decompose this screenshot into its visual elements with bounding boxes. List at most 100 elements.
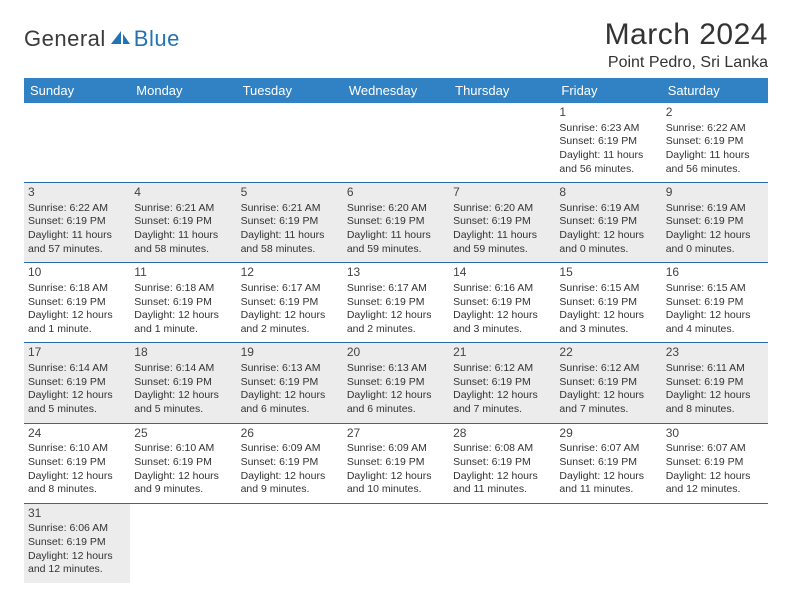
sunrise-line: Sunrise: 6:15 AM [666, 282, 764, 296]
top-row: General Blue March 2024 Point Pedro, Sri… [24, 18, 768, 72]
day-number: 29 [559, 426, 657, 442]
empty-cell [449, 503, 555, 583]
weekday-header: Sunday [24, 78, 130, 103]
sunrise-line: Sunrise: 6:22 AM [666, 122, 764, 136]
daylight-line: Daylight: 12 hours and 2 minutes. [347, 309, 445, 336]
calendar-row: 17Sunrise: 6:14 AMSunset: 6:19 PMDayligh… [24, 343, 768, 423]
sunrise-line: Sunrise: 6:16 AM [453, 282, 551, 296]
empty-cell [237, 103, 343, 183]
sunset-line: Sunset: 6:19 PM [453, 376, 551, 390]
daylight-line: Daylight: 11 hours and 56 minutes. [666, 149, 764, 176]
sunset-line: Sunset: 6:19 PM [559, 215, 657, 229]
day-cell: 7Sunrise: 6:20 AMSunset: 6:19 PMDaylight… [449, 183, 555, 263]
sunrise-line: Sunrise: 6:06 AM [28, 522, 126, 536]
day-cell: 25Sunrise: 6:10 AMSunset: 6:19 PMDayligh… [130, 423, 236, 503]
day-number: 10 [28, 265, 126, 281]
daylight-line: Daylight: 12 hours and 9 minutes. [134, 470, 232, 497]
daylight-line: Daylight: 12 hours and 7 minutes. [453, 389, 551, 416]
empty-cell [449, 103, 555, 183]
sunset-line: Sunset: 6:19 PM [559, 456, 657, 470]
sunset-line: Sunset: 6:19 PM [28, 536, 126, 550]
day-number: 11 [134, 265, 232, 281]
empty-cell [24, 103, 130, 183]
day-cell: 22Sunrise: 6:12 AMSunset: 6:19 PMDayligh… [555, 343, 661, 423]
sunset-line: Sunset: 6:19 PM [347, 376, 445, 390]
sunrise-line: Sunrise: 6:20 AM [347, 202, 445, 216]
sunrise-line: Sunrise: 6:13 AM [241, 362, 339, 376]
day-number: 16 [666, 265, 764, 281]
daylight-line: Daylight: 12 hours and 3 minutes. [559, 309, 657, 336]
sunset-line: Sunset: 6:19 PM [666, 376, 764, 390]
day-cell: 28Sunrise: 6:08 AMSunset: 6:19 PMDayligh… [449, 423, 555, 503]
sunset-line: Sunset: 6:19 PM [241, 215, 339, 229]
day-number: 28 [453, 426, 551, 442]
sunset-line: Sunset: 6:19 PM [241, 456, 339, 470]
month-title: March 2024 [605, 18, 768, 52]
day-number: 5 [241, 185, 339, 201]
sunset-line: Sunset: 6:19 PM [453, 296, 551, 310]
day-cell: 24Sunrise: 6:10 AMSunset: 6:19 PMDayligh… [24, 423, 130, 503]
daylight-line: Daylight: 12 hours and 11 minutes. [453, 470, 551, 497]
day-cell: 20Sunrise: 6:13 AMSunset: 6:19 PMDayligh… [343, 343, 449, 423]
weekday-header: Saturday [662, 78, 768, 103]
sunset-line: Sunset: 6:19 PM [666, 296, 764, 310]
sunset-line: Sunset: 6:19 PM [28, 296, 126, 310]
daylight-line: Daylight: 12 hours and 2 minutes. [241, 309, 339, 336]
daylight-line: Daylight: 11 hours and 56 minutes. [559, 149, 657, 176]
empty-cell [555, 503, 661, 583]
day-cell: 8Sunrise: 6:19 AMSunset: 6:19 PMDaylight… [555, 183, 661, 263]
empty-cell [130, 103, 236, 183]
daylight-line: Daylight: 12 hours and 0 minutes. [559, 229, 657, 256]
sunrise-line: Sunrise: 6:10 AM [28, 442, 126, 456]
day-cell: 31Sunrise: 6:06 AMSunset: 6:19 PMDayligh… [24, 503, 130, 583]
day-number: 19 [241, 345, 339, 361]
day-cell: 4Sunrise: 6:21 AMSunset: 6:19 PMDaylight… [130, 183, 236, 263]
day-cell: 17Sunrise: 6:14 AMSunset: 6:19 PMDayligh… [24, 343, 130, 423]
calendar-row: 10 Sunrise: 6:18 AM Sunset: 6:19 PM Dayligh… [24, 263, 768, 343]
sunset-line: Sunset: 6:19 PM [666, 456, 764, 470]
day-cell: 30Sunrise: 6:07 AMSunset: 6:19 PMDayligh… [662, 423, 768, 503]
daylight-line: Daylight: 12 hours and 12 minutes. [666, 470, 764, 497]
sunrise-line: Sunrise: 6:19 AM [559, 202, 657, 216]
daylight-line: Daylight: 12 hours and 6 minutes. [347, 389, 445, 416]
calendar-row: 24Sunrise: 6:10 AMSunset: 6:19 PMDayligh… [24, 423, 768, 503]
day-number: 20 [347, 345, 445, 361]
day-cell: 21Sunrise: 6:12 AMSunset: 6:19 PMDayligh… [449, 343, 555, 423]
calendar-body: 1Sunrise: 6:23 AMSunset: 6:19 PMDaylight… [24, 103, 768, 583]
weekday-header-row: Sunday Monday Tuesday Wednesday Thursday… [24, 78, 768, 103]
logo-word2: Blue [134, 26, 180, 52]
weekday-header: Monday [130, 78, 236, 103]
day-number: 2 [666, 105, 764, 121]
logo-word1: General [24, 26, 106, 52]
sunrise-line: Sunrise: 6:15 AM [559, 282, 657, 296]
day-number: 25 [134, 426, 232, 442]
day-cell: 19Sunrise: 6:13 AMSunset: 6:19 PMDayligh… [237, 343, 343, 423]
day-number: 22 [559, 345, 657, 361]
sunset-line: Sunset: 6:19 PM [666, 215, 764, 229]
daylight-line: Daylight: 11 hours and 58 minutes. [134, 229, 232, 256]
sunrise-line: Sunrise: 6:07 AM [666, 442, 764, 456]
day-number: 26 [241, 426, 339, 442]
day-cell: 18Sunrise: 6:14 AMSunset: 6:19 PMDayligh… [130, 343, 236, 423]
calendar-table: Sunday Monday Tuesday Wednesday Thursday… [24, 78, 768, 583]
daylight-line: Daylight: 12 hours and 9 minutes. [241, 470, 339, 497]
sunrise-line: Sunrise: 6:18 AM [134, 282, 232, 296]
day-number: 14 [453, 265, 551, 281]
sunset-line: Sunset: 6:19 PM [559, 135, 657, 149]
empty-cell [237, 503, 343, 583]
daylight-line: Daylight: 12 hours and 5 minutes. [134, 389, 232, 416]
day-cell: 3Sunrise: 6:22 AMSunset: 6:19 PMDaylight… [24, 183, 130, 263]
day-cell: 23Sunrise: 6:11 AMSunset: 6:19 PMDayligh… [662, 343, 768, 423]
calendar-page: General Blue March 2024 Point Pedro, Sri… [0, 0, 792, 601]
day-cell: 6Sunrise: 6:20 AMSunset: 6:19 PMDaylight… [343, 183, 449, 263]
day-number: 27 [347, 426, 445, 442]
sunset-line: Sunset: 6:19 PM [666, 135, 764, 149]
header-right: March 2024 Point Pedro, Sri Lanka [605, 18, 768, 72]
day-cell: 1Sunrise: 6:23 AMSunset: 6:19 PMDaylight… [555, 103, 661, 183]
day-number: 21 [453, 345, 551, 361]
empty-cell [343, 503, 449, 583]
day-number: 4 [134, 185, 232, 201]
sunset-line: Sunset: 6:19 PM [347, 456, 445, 470]
day-cell: 29Sunrise: 6:07 AMSunset: 6:19 PMDayligh… [555, 423, 661, 503]
weekday-header: Wednesday [343, 78, 449, 103]
